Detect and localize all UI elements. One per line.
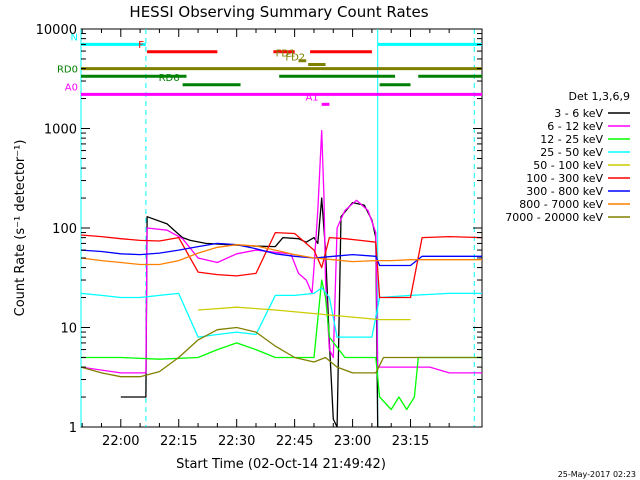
- y-tick-label: 10: [60, 322, 77, 337]
- x-tick-label: 22:15: [160, 434, 197, 449]
- y-tick-label: 100: [52, 222, 77, 237]
- flag-label-fd2: FD2: [285, 52, 305, 63]
- legend-label-300-800-kev: 300 - 800 keV: [526, 185, 603, 198]
- series-line-25-50-kev: [80, 287, 482, 338]
- legend-label-12-25-kev: 12 - 25 keV: [540, 133, 603, 146]
- series-line-3-6-kev: [120, 197, 392, 428]
- flag-label-rd0: RD0: [57, 64, 78, 75]
- series-line-12-25-kev: [81, 279, 482, 411]
- footer-date: 25-May-2017 02:23: [558, 470, 636, 479]
- series-line-6-12-kev: [80, 130, 482, 374]
- legend-label-800-7000-kev: 800 - 7000 keV: [519, 198, 603, 211]
- axis-ticks: 22:00 22:15 22:30 22:45 23:00 23:15 1 10 100 1000…: [36, 23, 482, 449]
- x-tick-label: 22:00: [102, 434, 139, 449]
- flag-label-n: N: [71, 32, 78, 43]
- legend-title: Det 1,3,6,9: [568, 90, 630, 103]
- chart-title: HESSI Observing Summary Count Rates: [129, 3, 428, 21]
- x-tick-label: 22:30: [218, 434, 255, 449]
- flag-label-fd1: FD1: [276, 49, 296, 60]
- y-tick-label: 1: [69, 421, 77, 436]
- flag-label-a1: A1: [305, 92, 318, 103]
- legend-label-7000-20000-kev: 7000 - 20000 keV: [505, 211, 603, 224]
- x-tick-label: 23:15: [392, 434, 429, 449]
- series-line-50-100-kev: [198, 306, 411, 321]
- x-axis-label: Start Time (02-Oct-14 21:49:42): [176, 457, 386, 472]
- y-axis-label: Count Rate (s⁻¹ detector⁻¹): [13, 140, 28, 317]
- y-tick-label: 1000: [44, 123, 77, 138]
- series-lines: [80, 130, 483, 428]
- series-line-800-7000-kev: [80, 244, 482, 266]
- legend-label-25-50-kev: 25 - 50 keV: [540, 146, 603, 159]
- series-line-300-800-kev: [80, 242, 482, 267]
- flag-label-f: F: [138, 40, 144, 51]
- y-tick-label: 10000: [36, 23, 77, 38]
- legend-label-50-100-kev: 50 - 100 keV: [533, 159, 603, 172]
- x-tick-label: 22:45: [276, 434, 313, 449]
- series-line-100-300-kev: [80, 231, 483, 299]
- legend-label-100-300-kev: 100 - 300 keV: [526, 172, 603, 185]
- legend-label-3-6-kev: 3 - 6 keV: [554, 107, 603, 120]
- x-tick-label: 23:00: [334, 434, 371, 449]
- legend-label-6-12-kev: 6 - 12 keV: [547, 120, 603, 133]
- flag-label-a0: A0: [65, 82, 78, 93]
- series-line-7000-20000-kev: [80, 326, 482, 378]
- flag-label-rd6: RD6: [159, 73, 180, 84]
